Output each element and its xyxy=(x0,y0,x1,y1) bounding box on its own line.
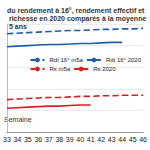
svg-text:44: 44 xyxy=(118,136,126,143)
svg-text:42: 42 xyxy=(97,136,105,143)
svg-text:36: 36 xyxy=(34,136,42,143)
svg-text:38: 38 xyxy=(55,136,63,143)
svg-text:39: 39 xyxy=(66,136,74,143)
svg-text:43: 43 xyxy=(108,136,116,143)
svg-text:41: 41 xyxy=(87,136,95,143)
svg-text:Rdt 16° 2020: Rdt 16° 2020 xyxy=(106,57,142,63)
svg-text:Rs m5a: Rs m5a xyxy=(49,66,70,72)
svg-text:45: 45 xyxy=(129,136,137,143)
svg-text:du rendement à 16°, rendement: du rendement à 16°, rendement effectif e… xyxy=(7,7,145,15)
svg-text:40: 40 xyxy=(76,136,84,143)
svg-text:Semaine: Semaine xyxy=(4,116,32,123)
svg-text:35: 35 xyxy=(24,136,32,143)
svg-text:37: 37 xyxy=(45,136,53,143)
svg-text:5 ans: 5 ans xyxy=(7,23,27,30)
svg-text:34: 34 xyxy=(13,136,21,143)
svg-text:33: 33 xyxy=(3,136,11,143)
svg-text:Rs 2020: Rs 2020 xyxy=(93,66,116,72)
svg-text:richesse en 2020 comparés à la: richesse en 2020 comparés à la moyenne xyxy=(7,15,146,23)
svg-text:Rdt 16° m5a: Rdt 16° m5a xyxy=(49,57,83,63)
svg-text:46: 46 xyxy=(139,136,147,143)
